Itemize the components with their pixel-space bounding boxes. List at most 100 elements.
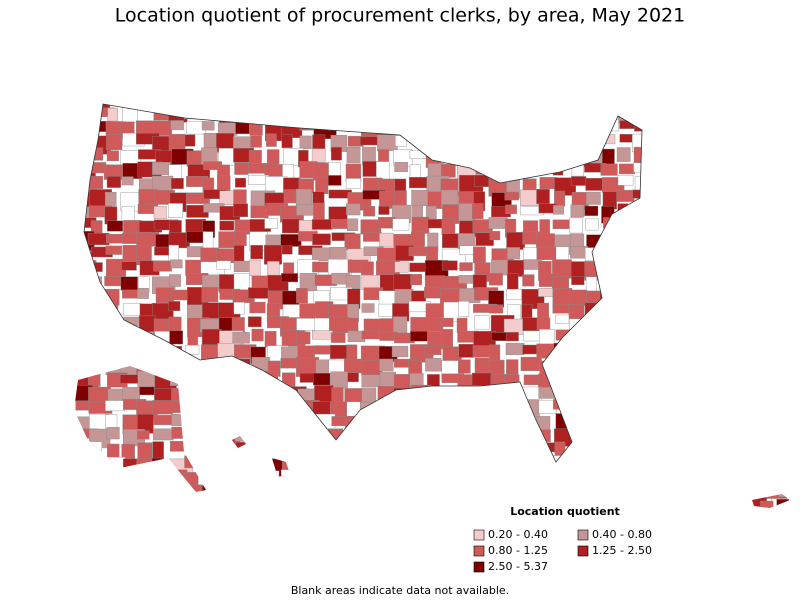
area bbox=[699, 122, 718, 139]
area bbox=[664, 427, 681, 438]
area bbox=[264, 442, 287, 452]
area bbox=[778, 358, 790, 375]
area bbox=[682, 303, 699, 321]
area bbox=[298, 104, 318, 106]
area bbox=[698, 190, 723, 210]
area bbox=[171, 414, 187, 426]
area bbox=[776, 499, 789, 508]
area bbox=[234, 430, 246, 442]
area bbox=[567, 399, 588, 409]
area bbox=[715, 160, 733, 171]
area bbox=[235, 121, 250, 135]
area bbox=[585, 344, 604, 363]
area bbox=[759, 374, 783, 392]
area bbox=[552, 121, 567, 132]
area bbox=[441, 119, 458, 129]
area bbox=[778, 104, 790, 111]
area bbox=[458, 343, 475, 358]
area bbox=[503, 388, 525, 402]
area bbox=[363, 206, 376, 217]
area bbox=[490, 120, 508, 136]
area bbox=[796, 232, 800, 249]
area bbox=[347, 372, 359, 383]
area bbox=[489, 471, 508, 491]
area bbox=[504, 163, 519, 182]
area bbox=[490, 132, 509, 142]
area bbox=[695, 315, 719, 334]
area bbox=[747, 232, 767, 250]
area bbox=[555, 314, 570, 324]
area bbox=[299, 428, 322, 448]
area bbox=[282, 104, 303, 112]
area bbox=[586, 314, 605, 329]
area bbox=[587, 401, 610, 415]
area bbox=[730, 373, 744, 389]
area bbox=[74, 104, 88, 111]
area bbox=[440, 134, 460, 152]
area bbox=[105, 344, 120, 358]
area bbox=[521, 303, 533, 320]
area bbox=[427, 484, 450, 506]
area bbox=[74, 304, 85, 318]
area bbox=[570, 415, 581, 426]
area bbox=[457, 442, 479, 453]
area bbox=[697, 414, 716, 424]
area bbox=[522, 108, 546, 128]
area bbox=[555, 413, 580, 431]
area bbox=[729, 287, 750, 298]
area bbox=[376, 457, 395, 477]
area bbox=[666, 442, 687, 462]
area bbox=[250, 135, 262, 148]
area bbox=[746, 470, 770, 481]
area bbox=[392, 104, 412, 105]
area bbox=[153, 260, 172, 272]
area bbox=[457, 499, 469, 508]
area bbox=[490, 162, 515, 174]
area bbox=[393, 387, 412, 406]
area bbox=[600, 360, 625, 370]
area bbox=[777, 119, 790, 136]
area bbox=[728, 413, 749, 431]
area bbox=[472, 105, 496, 124]
area bbox=[74, 457, 94, 471]
area bbox=[696, 345, 722, 359]
area bbox=[681, 118, 703, 133]
area bbox=[187, 499, 208, 508]
area bbox=[233, 469, 247, 486]
area bbox=[712, 107, 726, 126]
area bbox=[459, 245, 476, 255]
area bbox=[635, 273, 651, 283]
area bbox=[504, 400, 522, 415]
area bbox=[793, 178, 800, 191]
area bbox=[521, 150, 542, 160]
area bbox=[106, 427, 120, 440]
area bbox=[379, 232, 394, 247]
area bbox=[441, 414, 454, 423]
area bbox=[619, 427, 643, 439]
area bbox=[651, 286, 669, 298]
area bbox=[776, 300, 790, 318]
area bbox=[392, 218, 410, 231]
area bbox=[201, 121, 215, 131]
area bbox=[585, 218, 599, 231]
area bbox=[681, 485, 693, 503]
area bbox=[507, 104, 528, 111]
area bbox=[235, 177, 246, 188]
area bbox=[682, 457, 702, 470]
area bbox=[376, 497, 400, 508]
area bbox=[599, 483, 615, 493]
area bbox=[666, 147, 684, 161]
area bbox=[649, 248, 663, 269]
area bbox=[168, 359, 193, 373]
area bbox=[474, 315, 490, 330]
area bbox=[411, 189, 430, 206]
area bbox=[123, 500, 135, 508]
area bbox=[538, 386, 558, 399]
area bbox=[87, 496, 101, 508]
area bbox=[585, 415, 604, 426]
area bbox=[747, 160, 770, 172]
area bbox=[347, 457, 362, 468]
area bbox=[601, 400, 626, 415]
area bbox=[745, 430, 765, 443]
area bbox=[347, 317, 359, 332]
